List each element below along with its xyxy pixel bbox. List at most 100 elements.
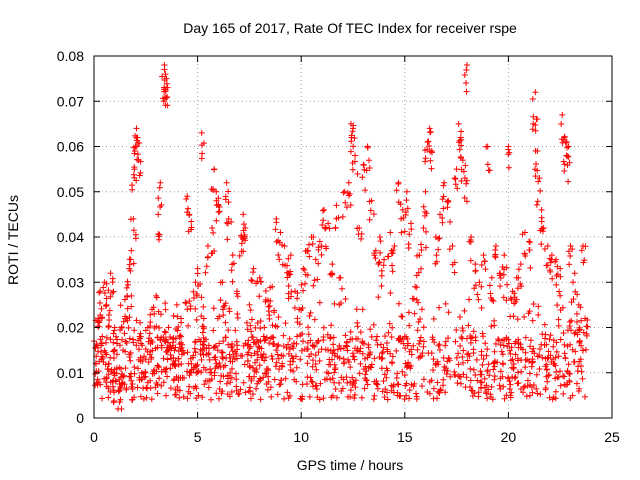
data-point [399,313,406,320]
data-point [118,380,125,387]
data-point [147,348,154,355]
data-point [111,347,118,354]
data-point [163,336,170,343]
data-point [384,396,391,403]
data-point [110,355,117,362]
data-point [355,231,362,238]
data-point [285,295,292,302]
data-point [223,355,230,362]
data-point [187,369,194,376]
data-point [417,315,424,322]
x-axis-label: GPS time / hours [297,457,404,473]
data-point [287,271,294,278]
data-point [397,335,404,342]
data-point [332,225,339,232]
data-point [225,341,232,348]
data-point [96,358,103,365]
data-point [473,356,480,363]
data-point [413,390,420,397]
data-point [309,357,316,364]
data-point [543,366,550,373]
data-point [568,299,575,306]
data-point [582,346,589,353]
data-point [271,307,278,314]
data-point [488,274,495,281]
data-point [562,139,569,146]
data-point [104,366,111,373]
data-point [576,324,583,331]
data-point [103,280,110,287]
data-point [300,265,307,272]
data-point [349,128,356,135]
data-point [211,372,218,379]
data-point [133,177,140,184]
data-point [467,332,474,339]
data-point [544,355,551,362]
data-point [467,239,474,246]
data-point [229,252,236,259]
data-point [411,310,418,317]
data-point [341,359,348,366]
data-point [402,360,409,367]
data-point [408,381,415,388]
data-point [199,394,206,401]
data-point [135,356,142,363]
data-point [175,323,182,330]
data-point [436,235,443,242]
data-point [220,364,227,371]
data-point [120,373,127,380]
data-point [298,307,305,314]
data-point [488,323,495,330]
data-point [419,382,426,389]
data-point [422,155,429,162]
data-point [199,323,206,330]
data-point [444,358,451,365]
data-point [240,211,247,218]
data-point [306,393,313,400]
data-point [375,294,382,301]
data-point [314,394,321,401]
data-point [530,301,537,308]
data-point [133,317,140,324]
data-point [219,349,226,356]
data-point [225,188,232,195]
data-point [390,246,397,253]
data-point [368,364,375,371]
y-tick-label: 0.08 [57,48,84,64]
data-point [491,348,498,355]
data-point [370,396,377,403]
data-point [408,351,415,358]
data-point [173,301,180,308]
data-point [103,334,110,341]
data-point [176,333,183,340]
data-point [213,360,220,367]
data-point [395,180,402,187]
data-point [362,375,369,382]
data-point [96,319,103,326]
data-point [422,188,429,195]
data-point [123,315,130,322]
data-point [309,342,316,349]
data-point [566,261,573,268]
data-point [378,365,385,372]
data-point [112,333,119,340]
data-point [573,380,580,387]
data-point [566,377,573,384]
data-point [505,146,512,153]
data-point [396,393,403,400]
data-point [486,372,493,379]
data-point [154,362,161,369]
data-point [111,366,118,373]
data-point [343,374,350,381]
data-point [248,276,255,283]
data-point [428,377,435,384]
data-point [445,355,452,362]
data-point [545,371,552,378]
data-point [288,288,295,295]
data-point [155,233,162,240]
data-point [217,279,224,286]
data-point [348,132,355,139]
data-point [420,376,427,383]
data-point [247,387,254,394]
data-point [371,392,378,399]
